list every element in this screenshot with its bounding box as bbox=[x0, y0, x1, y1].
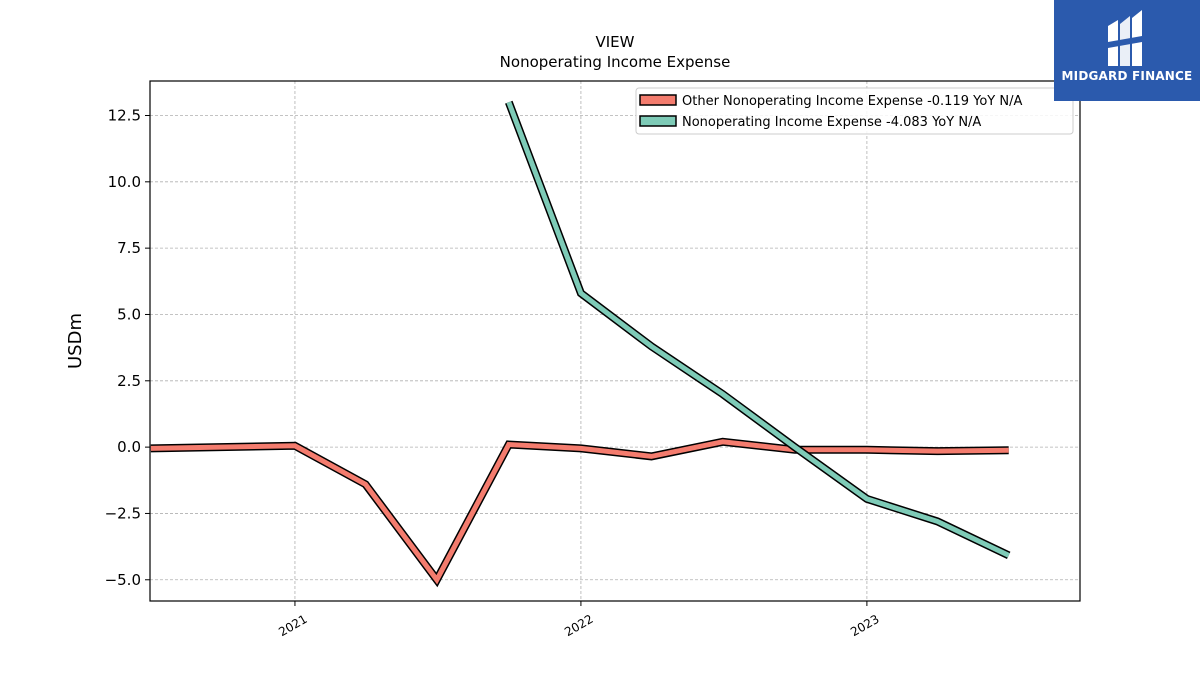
chart-subtitle: Nonoperating Income Expense bbox=[500, 53, 731, 71]
series-line-2 bbox=[506, 101, 1010, 558]
x-tick-label: 2021 bbox=[276, 612, 309, 639]
y-tick-label: 10.0 bbox=[108, 173, 141, 191]
y-tick-label: 0.0 bbox=[117, 438, 141, 456]
legend-box bbox=[635, 87, 1074, 135]
series-line-outline-2 bbox=[505, 100, 1011, 560]
x-tick-label: 2023 bbox=[848, 612, 881, 639]
x-tick-label: 2022 bbox=[562, 612, 595, 639]
legend-label-2: Nonoperating Income Expense -4.083 YoY N… bbox=[682, 115, 981, 130]
y-tick-label: −5.0 bbox=[105, 571, 141, 589]
midgard-logo-icon bbox=[1108, 10, 1142, 66]
legend-swatch-2 bbox=[639, 115, 677, 127]
chart-title: VIEW bbox=[596, 33, 635, 51]
legend: Other Nonoperating Income Expense -0.119… bbox=[635, 87, 1074, 135]
y-tick-label: 2.5 bbox=[117, 372, 141, 390]
y-tick-label: 5.0 bbox=[117, 305, 141, 323]
brand-name: MIDGARD FINANCE bbox=[1061, 69, 1193, 83]
y-tick-label: −2.5 bbox=[105, 504, 141, 522]
axis-ticks: 12.5 10.0 7.5 5.0 2.5 0.0 −2.5 −5.0 2021 2022 2023 bbox=[105, 106, 882, 639]
y-tick-label: 12.5 bbox=[108, 106, 141, 124]
plot-frame bbox=[149, 80, 1081, 602]
series-line-outline-1 bbox=[150, 437, 1009, 588]
legend-label-1: Other Nonoperating Income Expense -0.119… bbox=[682, 94, 1022, 109]
series-line-1 bbox=[150, 439, 1009, 585]
y-tick-label: 7.5 bbox=[117, 239, 141, 257]
legend-swatch-1 bbox=[639, 94, 677, 106]
brand-logo: MIDGARD FINANCE bbox=[1054, 0, 1200, 101]
series-layer bbox=[150, 100, 1011, 588]
y-axis-label: USDm bbox=[65, 313, 86, 369]
